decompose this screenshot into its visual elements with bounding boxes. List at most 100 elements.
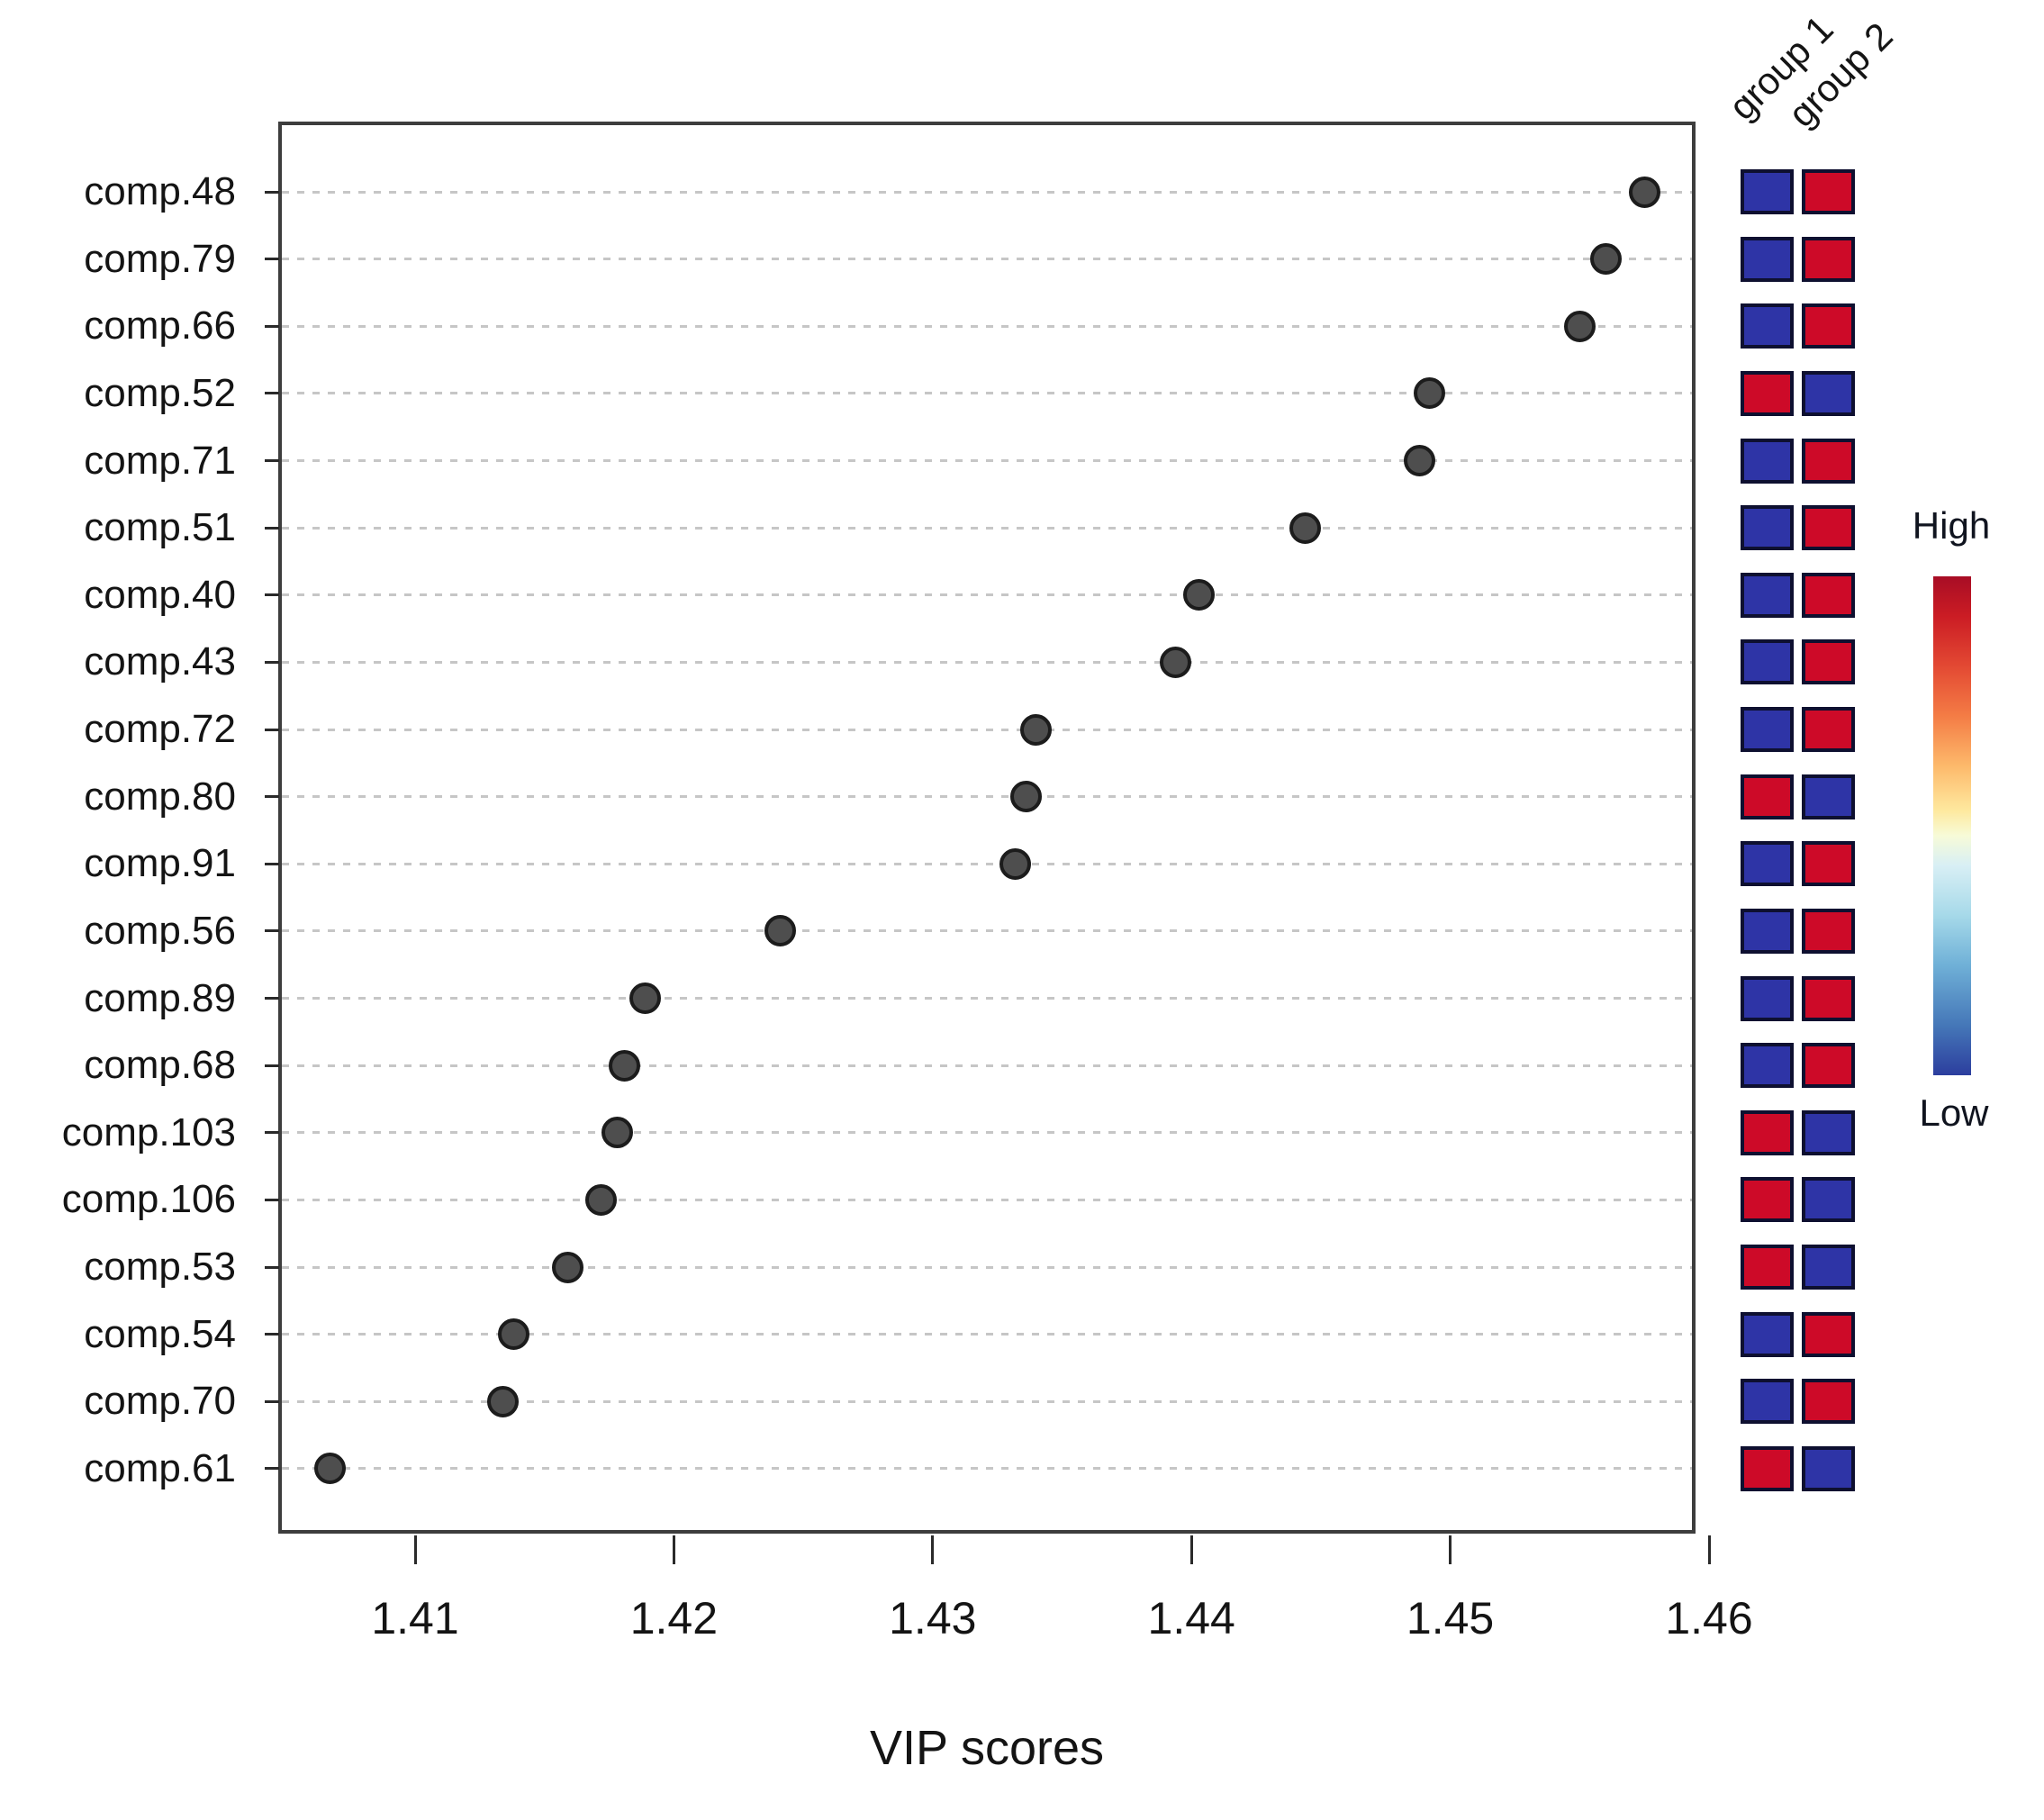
- y-axis-tick: [265, 929, 279, 933]
- heatmap-cell-group1: [1741, 1245, 1794, 1290]
- data-point: [1414, 377, 1446, 410]
- data-point: [629, 982, 662, 1015]
- data-point: [1563, 310, 1596, 342]
- y-axis-label: comp.89: [84, 975, 236, 1020]
- heatmap-cell-group1: [1741, 1379, 1794, 1425]
- x-axis-tick-label: 1.44: [1147, 1593, 1235, 1643]
- grid-line: [282, 392, 1692, 395]
- y-axis-tick: [265, 862, 279, 865]
- grid-line: [282, 1131, 1692, 1135]
- grid-line: [282, 1399, 1692, 1403]
- heatmap-cell-group2: [1802, 975, 1855, 1021]
- x-axis-tick: [1449, 1535, 1452, 1564]
- heatmap-cell-group2: [1802, 639, 1855, 685]
- grid-line: [282, 1198, 1692, 1201]
- data-point: [1628, 176, 1660, 208]
- heatmap-cell-group1: [1741, 1177, 1794, 1223]
- y-axis-tick: [265, 1333, 279, 1336]
- heatmap-cell-group1: [1741, 303, 1794, 349]
- x-axis-tick-label: 1.41: [371, 1593, 459, 1643]
- y-axis-label: comp.80: [84, 774, 236, 819]
- data-point: [487, 1385, 520, 1417]
- data-point: [1009, 781, 1042, 813]
- y-axis-tick: [265, 324, 279, 328]
- plot-area: [278, 122, 1696, 1534]
- heatmap-cell-group2: [1802, 370, 1855, 416]
- y-axis-tick: [265, 728, 279, 731]
- heatmap-cell-group1: [1741, 707, 1794, 753]
- y-axis-label: comp.56: [84, 908, 236, 953]
- data-point: [1183, 579, 1216, 611]
- data-point: [1289, 512, 1322, 544]
- heatmap-cell-group2: [1802, 1245, 1855, 1290]
- data-point: [1160, 646, 1192, 678]
- data-point: [497, 1318, 529, 1351]
- y-axis-tick: [265, 1265, 279, 1269]
- y-axis-label: comp.71: [84, 438, 236, 483]
- data-point: [601, 1117, 633, 1149]
- y-axis-label: comp.51: [84, 505, 236, 550]
- heatmap-cell-group1: [1741, 236, 1794, 282]
- y-axis-tick: [265, 1467, 279, 1471]
- y-axis-tick: [265, 526, 279, 530]
- heatmap-cell-group2: [1802, 1445, 1855, 1491]
- y-axis-tick: [265, 392, 279, 395]
- x-axis-tick-label: 1.45: [1406, 1593, 1495, 1643]
- data-point: [552, 1251, 584, 1283]
- y-axis-tick: [265, 795, 279, 799]
- heatmap-cell-group1: [1741, 572, 1794, 618]
- colorbar-gradient: [1933, 576, 1971, 1075]
- heatmap-cell-group1: [1741, 169, 1794, 214]
- y-axis-tick: [265, 1131, 279, 1135]
- y-axis-tick: [265, 190, 279, 194]
- y-axis-tick: [265, 593, 279, 597]
- y-axis-label: comp.40: [84, 572, 236, 617]
- grid-line: [282, 997, 1692, 1001]
- x-axis-tick-label: 1.46: [1665, 1593, 1753, 1643]
- data-point: [999, 847, 1032, 880]
- grid-line: [282, 1467, 1692, 1471]
- heatmap-cell-group1: [1741, 1043, 1794, 1089]
- x-axis-tick: [1707, 1535, 1711, 1564]
- x-axis-tick: [1189, 1535, 1193, 1564]
- heatmap-cell-group2: [1802, 1109, 1855, 1155]
- data-point: [1403, 445, 1435, 477]
- heatmap-cell-group2: [1802, 1177, 1855, 1223]
- y-axis-label: comp.68: [84, 1043, 236, 1088]
- grid-line: [282, 728, 1692, 731]
- data-point: [313, 1453, 346, 1485]
- colorbar-high-label: High: [1912, 504, 1991, 547]
- grid-line: [282, 1265, 1692, 1269]
- x-axis-tick: [931, 1535, 935, 1564]
- heatmap-cell-group2: [1802, 505, 1855, 551]
- y-axis-tick: [265, 1399, 279, 1403]
- y-axis-label: comp.91: [84, 841, 236, 886]
- heatmap-cell-group1: [1741, 639, 1794, 685]
- y-axis-label: comp.72: [84, 707, 236, 752]
- x-axis-title: VIP scores: [869, 1721, 1105, 1775]
- y-axis-label: comp.43: [84, 639, 236, 684]
- heatmap-cell-group2: [1802, 169, 1855, 214]
- grid-line: [282, 1333, 1692, 1336]
- heatmap-cell-group2: [1802, 908, 1855, 954]
- data-point: [1020, 713, 1053, 746]
- y-axis-label: comp.52: [84, 370, 236, 415]
- heatmap-cell-group2: [1802, 1379, 1855, 1425]
- heatmap-cell-group1: [1741, 975, 1794, 1021]
- heatmap-cell-group1: [1741, 370, 1794, 416]
- grid-line: [282, 324, 1692, 328]
- grid-line: [282, 795, 1692, 799]
- heatmap-cell-group2: [1802, 841, 1855, 887]
- grid-line: [282, 258, 1692, 261]
- data-point: [585, 1183, 618, 1216]
- heatmap-cell-group2: [1802, 303, 1855, 349]
- y-axis-label: comp.103: [61, 1109, 236, 1154]
- grid-line: [282, 660, 1692, 664]
- y-axis-label: comp.48: [84, 169, 236, 213]
- y-axis-tick: [265, 1064, 279, 1067]
- y-axis-label: comp.54: [84, 1311, 236, 1356]
- y-axis-label: comp.79: [84, 236, 236, 281]
- heatmap-cell-group2: [1802, 707, 1855, 753]
- y-axis-tick: [265, 258, 279, 261]
- heatmap-cell-group1: [1741, 1109, 1794, 1155]
